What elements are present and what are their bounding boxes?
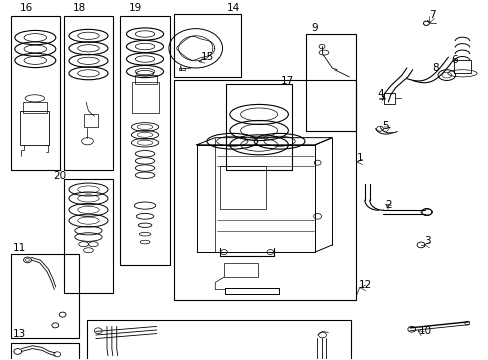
Text: 13: 13 <box>13 329 26 338</box>
Bar <box>11 16 60 170</box>
Text: 1: 1 <box>356 153 363 163</box>
Text: 19: 19 <box>128 3 142 13</box>
Text: 12: 12 <box>358 280 371 289</box>
Text: 14: 14 <box>226 3 239 13</box>
Text: 3: 3 <box>423 237 430 246</box>
Text: 6: 6 <box>451 55 457 66</box>
Bar <box>120 16 169 265</box>
Text: 17: 17 <box>280 76 293 86</box>
Text: 11: 11 <box>13 243 26 253</box>
Bar <box>224 263 258 277</box>
Bar <box>64 179 113 293</box>
Bar <box>22 102 47 113</box>
Text: 9: 9 <box>311 23 317 33</box>
Bar <box>135 75 157 84</box>
Bar <box>132 82 159 113</box>
Bar <box>173 14 241 77</box>
Bar <box>87 320 350 360</box>
Text: 15: 15 <box>200 52 213 62</box>
Bar <box>178 68 184 71</box>
Bar <box>83 114 98 127</box>
Text: 10: 10 <box>418 326 431 336</box>
Text: 2: 2 <box>384 200 391 210</box>
Text: 5: 5 <box>382 121 388 131</box>
Bar <box>306 34 355 131</box>
Bar <box>11 343 79 360</box>
Text: 16: 16 <box>20 3 33 13</box>
Bar <box>11 254 79 338</box>
Bar <box>220 166 266 209</box>
Bar <box>173 81 355 300</box>
Text: 4: 4 <box>376 89 383 99</box>
Bar <box>20 111 49 145</box>
Bar <box>64 16 113 170</box>
Text: 8: 8 <box>431 63 438 73</box>
Bar <box>384 93 394 104</box>
Text: 20: 20 <box>53 171 66 181</box>
Text: 7: 7 <box>428 10 434 21</box>
Bar <box>225 84 291 170</box>
Bar <box>453 60 470 73</box>
Text: 18: 18 <box>73 3 86 13</box>
